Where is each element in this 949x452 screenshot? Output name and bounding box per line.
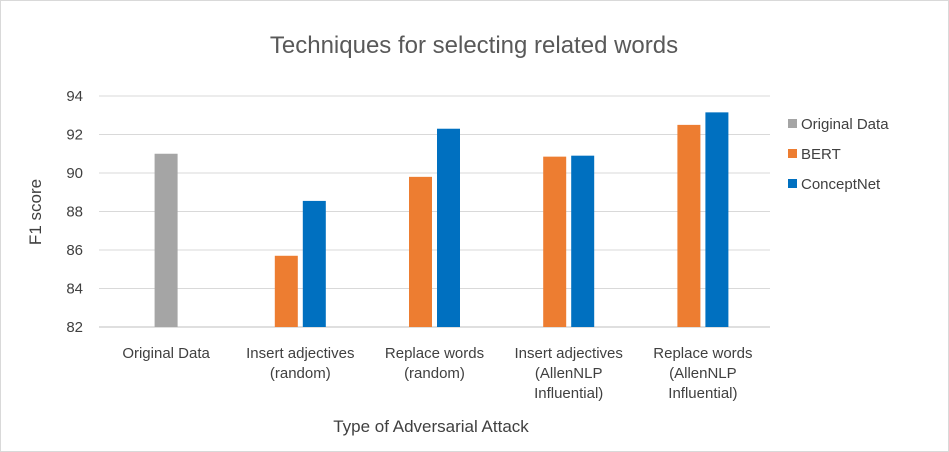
y-tick-label: 94 [66,88,83,105]
x-category-label: Original Data [122,345,210,362]
gridlines [99,95,770,328]
legend: Original Data BERT ConceptNet [788,116,889,193]
legend-swatch [788,149,797,158]
legend-swatch [788,119,797,128]
legend-swatch [788,179,797,188]
legend-label: ConceptNet [801,176,881,193]
x-category-label: Influential) [668,385,737,402]
y-axis-title: F1 score [26,179,45,245]
y-tick-label: 86 [66,242,83,259]
legend-label: BERT [801,146,841,163]
x-category-label: (AllenNLP [535,365,603,382]
bar-bert [543,156,567,327]
bar-bert [274,255,298,327]
x-category-label: (AllenNLP [669,365,737,382]
x-category-label: Insert adjectives [246,345,354,362]
x-category-label: (random) [270,365,331,382]
legend-label: Original Data [801,116,889,133]
y-tick-label: 82 [66,319,83,336]
x-category-label: Replace words [653,345,752,362]
bar-bert [677,124,701,327]
bars [154,112,729,327]
y-tick-label: 88 [66,204,83,221]
bar-conceptnet [571,155,595,327]
x-category-label: Replace words [385,345,484,362]
y-tick-labels: 82 84 86 88 90 92 94 [66,88,83,336]
x-category-label: Influential) [534,385,603,402]
x-category-label: (random) [404,365,465,382]
bar-bert [409,176,432,327]
bar-conceptnet [705,112,729,327]
y-tick-label: 84 [66,281,83,298]
bar-conceptnet [302,200,326,327]
bar-conceptnet [437,128,460,327]
bar-original-data [154,153,178,327]
y-tick-label: 90 [66,165,83,182]
y-tick-label: 92 [66,127,83,144]
x-category-labels: Original Data Insert adjectives (random) Re… [122,345,752,402]
x-axis-title: Type of Adversarial Attack [333,417,529,436]
chart-title: Techniques for selecting related words [270,32,678,59]
x-category-label: Insert adjectives [515,345,623,362]
